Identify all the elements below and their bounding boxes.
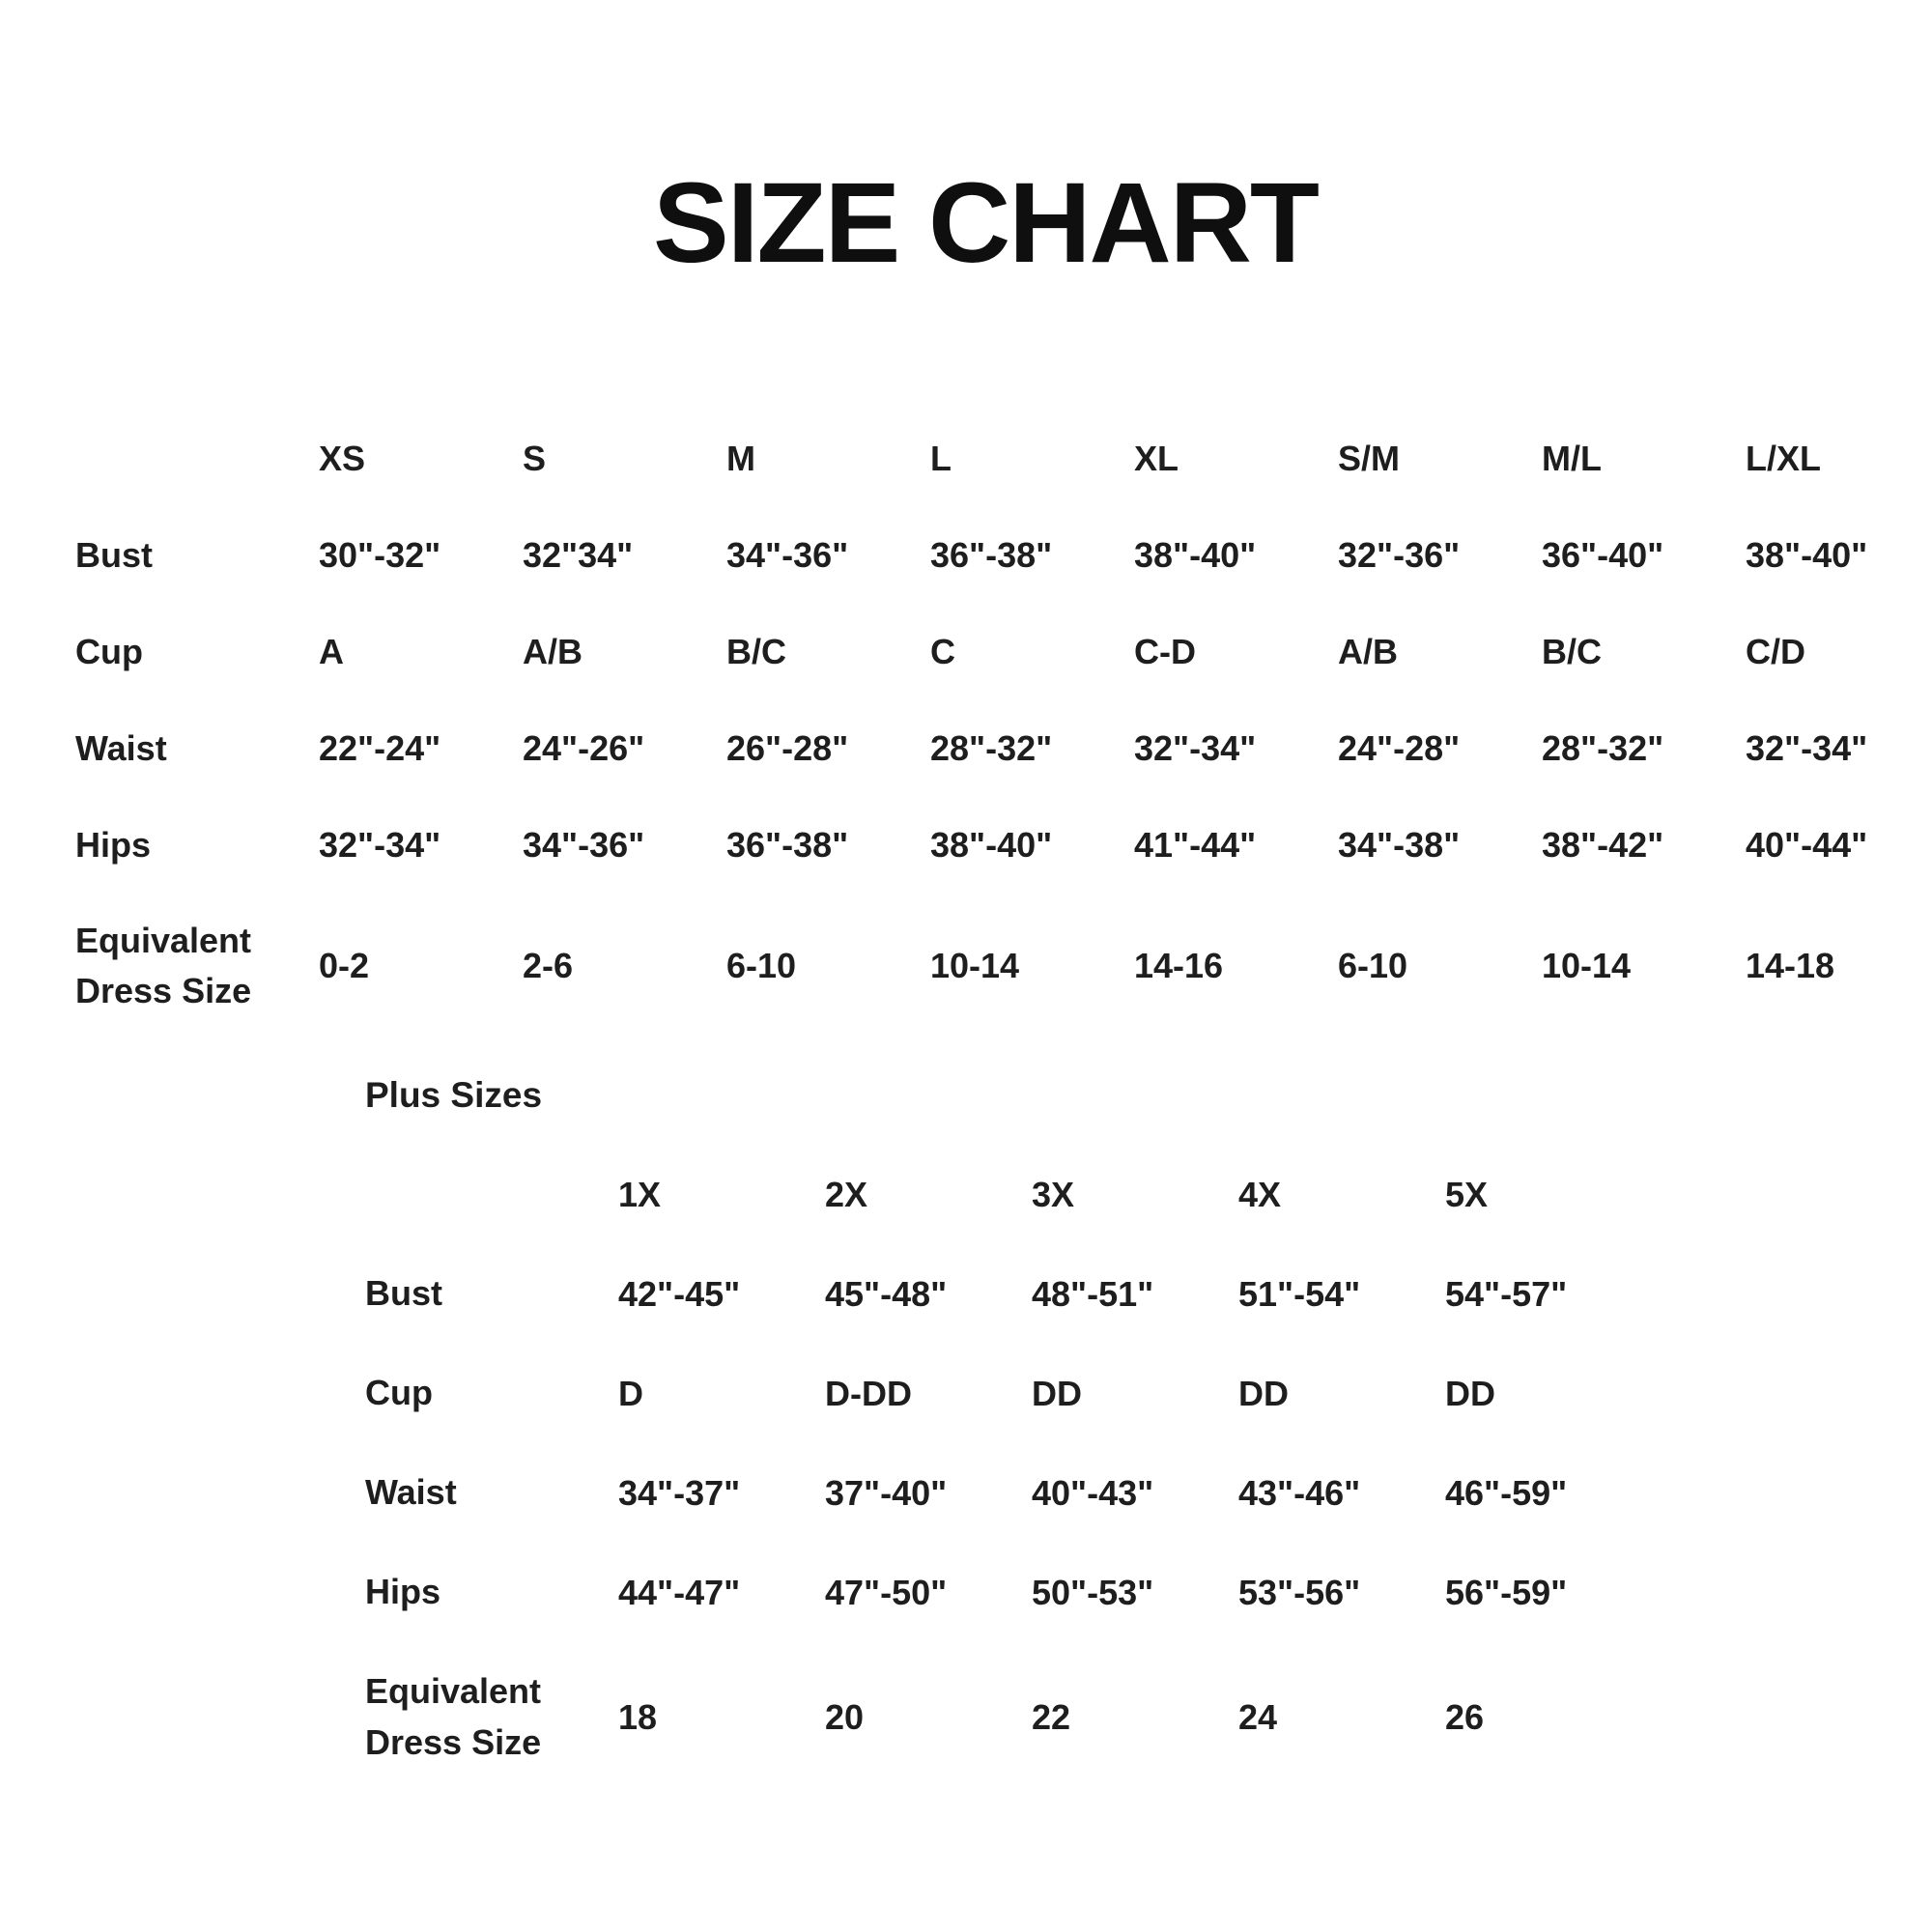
row-label: Bust <box>75 534 153 575</box>
size-value: 10-14 <box>930 946 1020 985</box>
size-value: DD <box>1032 1373 1082 1413</box>
size-value: 28"-32" <box>930 728 1053 768</box>
size-value: 32"34" <box>523 535 634 575</box>
row-label: Waist <box>75 727 167 768</box>
size-value: 36"-40" <box>1542 535 1664 575</box>
size-value: 46"-59" <box>1445 1472 1568 1513</box>
column-header: 1X <box>618 1174 662 1214</box>
standard-size-table: XS S M L XL S/M M/L L/XL Bust 30"-32" 32… <box>75 411 1932 1038</box>
column-header: XS <box>319 439 366 478</box>
page-title: SIZE CHART <box>653 159 1320 287</box>
size-value: 48"-51" <box>1032 1273 1154 1314</box>
size-value: A <box>319 632 344 671</box>
size-value: 34"-37" <box>618 1472 741 1513</box>
size-value: C/D <box>1746 632 1805 671</box>
size-value: 24 <box>1238 1696 1278 1737</box>
size-value: 2-6 <box>523 946 574 985</box>
size-value: C-D <box>1134 632 1196 671</box>
size-value: 54"-57" <box>1445 1273 1568 1314</box>
size-value: C <box>930 632 955 671</box>
column-header: M <box>726 439 755 478</box>
size-value: 51"-54" <box>1238 1273 1361 1314</box>
size-value: D-DD <box>825 1373 912 1413</box>
size-value: 24"-26" <box>523 728 645 768</box>
size-value: 56"-59" <box>1445 1572 1568 1612</box>
column-header: 5X <box>1445 1174 1489 1214</box>
size-value: 34"-36" <box>726 535 849 575</box>
size-value: D <box>618 1373 643 1413</box>
size-value: 38"-40" <box>1746 535 1868 575</box>
size-value: 0-2 <box>319 946 370 985</box>
size-value: B/C <box>726 632 786 671</box>
row-label: Equivalent Dress Size <box>365 1671 542 1762</box>
size-value: B/C <box>1542 632 1602 671</box>
row-label: Hips <box>365 1572 441 1612</box>
size-value: 26 <box>1445 1696 1485 1737</box>
size-value: DD <box>1445 1373 1495 1413</box>
row-label: Bust <box>365 1273 442 1314</box>
size-value: 47"-50" <box>825 1572 948 1612</box>
size-value: 14-18 <box>1746 946 1835 985</box>
size-value: 42"-45" <box>618 1273 741 1314</box>
size-value: 20 <box>825 1696 865 1737</box>
row-label: Equivalent Dress Size <box>75 920 252 1010</box>
size-value: 32"-34" <box>1134 728 1257 768</box>
size-value: 43"-46" <box>1238 1472 1361 1513</box>
size-value: 44"-47" <box>618 1572 741 1612</box>
size-value: 22 <box>1032 1696 1071 1737</box>
size-value: 40"-44" <box>1746 825 1868 865</box>
size-value: 36"-38" <box>726 825 849 865</box>
size-value: 22"-24" <box>319 728 441 768</box>
size-value: 41"-44" <box>1134 825 1257 865</box>
size-value: 32"-34" <box>319 825 441 865</box>
size-value: 32"-36" <box>1338 535 1461 575</box>
size-value: 6-10 <box>1338 946 1408 985</box>
size-value: 38"-42" <box>1542 825 1664 865</box>
plus-sizes-section-label: Plus Sizes <box>365 1075 543 1115</box>
size-value: 30"-32" <box>319 535 441 575</box>
column-header: XL <box>1134 439 1179 478</box>
size-value: A/B <box>523 632 582 671</box>
column-header: S/M <box>1338 439 1401 478</box>
size-value: 32"-34" <box>1746 728 1868 768</box>
column-header: S <box>523 439 547 478</box>
size-value: 6-10 <box>726 946 797 985</box>
row-label: Cup <box>365 1373 433 1413</box>
size-value: 14-16 <box>1134 946 1224 985</box>
size-value: 38"-40" <box>1134 535 1257 575</box>
plus-size-table: 1X 2X 3X 4X 5X Bust 42"-45" 45"-48" 48"-… <box>365 1145 1652 1792</box>
row-label: Hips <box>75 824 152 865</box>
size-value: 34"-38" <box>1338 825 1461 865</box>
size-value: 37"-40" <box>825 1472 948 1513</box>
row-label: Cup <box>75 631 143 671</box>
size-value: 26"-28" <box>726 728 849 768</box>
size-value: 28"-32" <box>1542 728 1664 768</box>
size-value: 18 <box>618 1696 658 1737</box>
size-value: 40"-43" <box>1032 1472 1154 1513</box>
size-value: A/B <box>1338 632 1398 671</box>
size-value: 10-14 <box>1542 946 1632 985</box>
row-label: Waist <box>365 1472 457 1513</box>
size-value: 34"-36" <box>523 825 645 865</box>
column-header: 4X <box>1238 1174 1282 1214</box>
column-header: M/L <box>1542 439 1602 478</box>
size-value: 53"-56" <box>1238 1572 1361 1612</box>
size-value: DD <box>1238 1373 1289 1413</box>
size-value: 50"-53" <box>1032 1572 1154 1612</box>
column-header: 3X <box>1032 1174 1075 1214</box>
column-header: L/XL <box>1746 439 1821 478</box>
size-value: 36"-38" <box>930 535 1053 575</box>
size-value: 45"-48" <box>825 1273 948 1314</box>
column-header: 2X <box>825 1174 868 1214</box>
size-value: 24"-28" <box>1338 728 1461 768</box>
column-header: L <box>930 439 952 478</box>
size-value: 38"-40" <box>930 825 1053 865</box>
